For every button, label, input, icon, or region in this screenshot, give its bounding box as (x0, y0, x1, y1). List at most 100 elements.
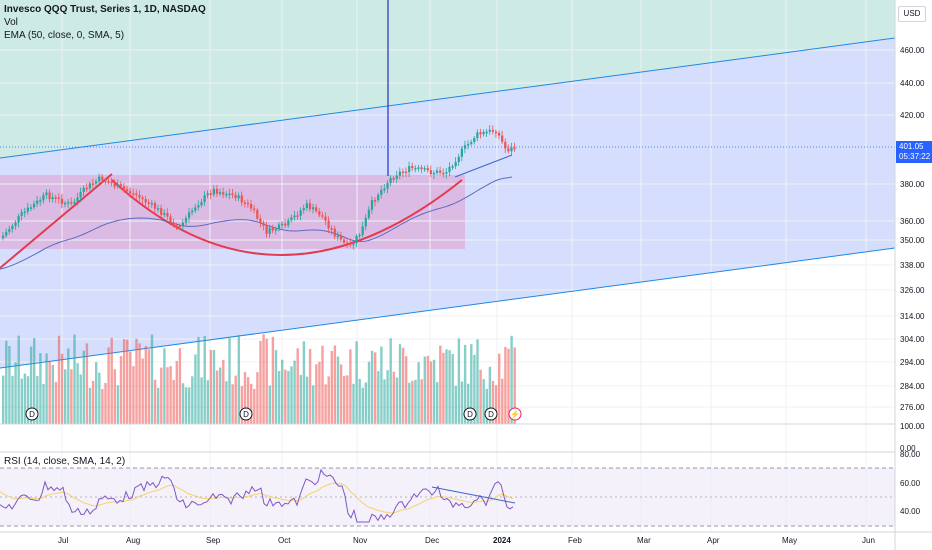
volume-bar (181, 383, 185, 424)
candle-body (200, 202, 203, 206)
volume-bar (135, 338, 138, 424)
candle-body (377, 194, 380, 201)
volume-bar (485, 388, 488, 424)
candle-body (327, 220, 330, 229)
symbol-title[interactable]: Invesco QQQ Trust, Series 1, 1D, NASDAQ (4, 4, 206, 15)
ema-line (0, 176, 513, 270)
vol-tick-label: 100.00 (900, 422, 925, 431)
volume-bar (212, 350, 216, 424)
volume-bar (463, 344, 467, 424)
candle-body (324, 216, 327, 221)
volume-bar (395, 377, 399, 424)
volume-bar (411, 380, 414, 424)
volume-bar (234, 375, 237, 424)
rsi-legend[interactable]: RSI (14, close, SMA, 14, 2) (4, 456, 126, 467)
price-axis-labels[interactable]: 460.00 440.00 420.00 380.00 360.00 350.00 338.… (900, 46, 925, 412)
candle-body (110, 181, 113, 184)
volume-bar (144, 345, 147, 424)
candle-body (212, 188, 215, 195)
volume-bar (467, 383, 470, 424)
ema-legend[interactable]: EMA (50, close, 0, SMA, 5) (4, 30, 125, 41)
candle-body (411, 166, 414, 169)
candle-body (383, 188, 386, 191)
candle-body (501, 135, 504, 142)
time-label: Apr (707, 536, 720, 545)
volume-bar (166, 367, 169, 424)
candle-body (349, 243, 352, 245)
candle-body (287, 220, 290, 226)
candle-body (423, 168, 426, 170)
volume-bar (308, 348, 312, 424)
volume-bar (330, 351, 333, 424)
volume-bar (147, 349, 151, 424)
volume-bar (305, 376, 309, 424)
price-axis-bg (895, 0, 932, 550)
candle-body (181, 222, 184, 227)
candle-body (153, 203, 157, 209)
volume-bar (169, 366, 172, 424)
price-tick-label: 276.00 (900, 403, 925, 412)
volume-bar (327, 376, 330, 424)
rsi-tick-label: 40.00 (900, 507, 921, 516)
volume-bar (57, 335, 61, 424)
currency-selector[interactable]: USD (898, 6, 926, 22)
volume-bar (11, 376, 14, 424)
candle-body (60, 198, 64, 204)
volume-bar (191, 376, 194, 424)
candle-body (113, 183, 116, 187)
candle-body (79, 191, 82, 198)
volume-bar (268, 385, 271, 424)
candle-body (513, 147, 516, 150)
candle-body (14, 222, 17, 226)
volume-bar (510, 335, 513, 424)
volume-bar (91, 380, 95, 424)
candle-body (23, 211, 26, 214)
candle-body (293, 215, 296, 218)
candle-body (491, 129, 494, 132)
volume-bar (408, 382, 411, 424)
rsi-tick-label: 80.00 (900, 450, 921, 459)
volume-legend[interactable]: Vol (4, 17, 18, 28)
rsi-axis-labels[interactable]: 80.00 60.00 40.00 100.00 0.00 (900, 422, 925, 516)
candle-body (374, 200, 377, 202)
volume-bar (126, 339, 129, 424)
candle-body (398, 171, 401, 176)
candle-body (308, 203, 312, 210)
candle-body (197, 205, 200, 208)
dividend-markers[interactable]: D D D D ⚡ (25, 407, 522, 421)
candle-body (33, 203, 36, 208)
volume-bar (73, 334, 76, 424)
volume-bar (200, 377, 203, 424)
volume-bar (243, 372, 247, 424)
candle-body (234, 194, 237, 199)
candle-body (439, 170, 442, 173)
price-tick-label: 350.00 (900, 236, 925, 245)
volume-bar (8, 346, 11, 424)
candle-body (57, 197, 60, 199)
candle-body (163, 212, 166, 215)
dividend-marker: D (463, 407, 477, 421)
volume-bar (36, 376, 39, 424)
volume-bar (321, 345, 324, 424)
volume-bar (64, 369, 67, 424)
candle-body (259, 218, 262, 223)
volume-bar (48, 361, 51, 424)
price-tick-label: 304.00 (900, 335, 925, 344)
cup-zone-fill (0, 175, 465, 249)
time-axis-labels[interactable]: Jul Aug Sep Oct Nov Dec 2024 Feb Mar Apr… (58, 536, 875, 545)
volume-bar (423, 356, 426, 424)
cup-curve (111, 179, 463, 256)
rsi-ma-line (0, 482, 514, 514)
candle-body (296, 215, 299, 217)
candle-body (358, 234, 361, 237)
volume-bar (51, 364, 54, 424)
handle-trend-line (454, 154, 513, 178)
candle-body (147, 202, 150, 204)
volume-bar (318, 361, 321, 424)
candle-body (51, 197, 54, 200)
volume-bar (501, 378, 504, 424)
rsi-line (0, 468, 514, 523)
volume-bar (33, 338, 36, 424)
volume-bar (417, 362, 420, 424)
